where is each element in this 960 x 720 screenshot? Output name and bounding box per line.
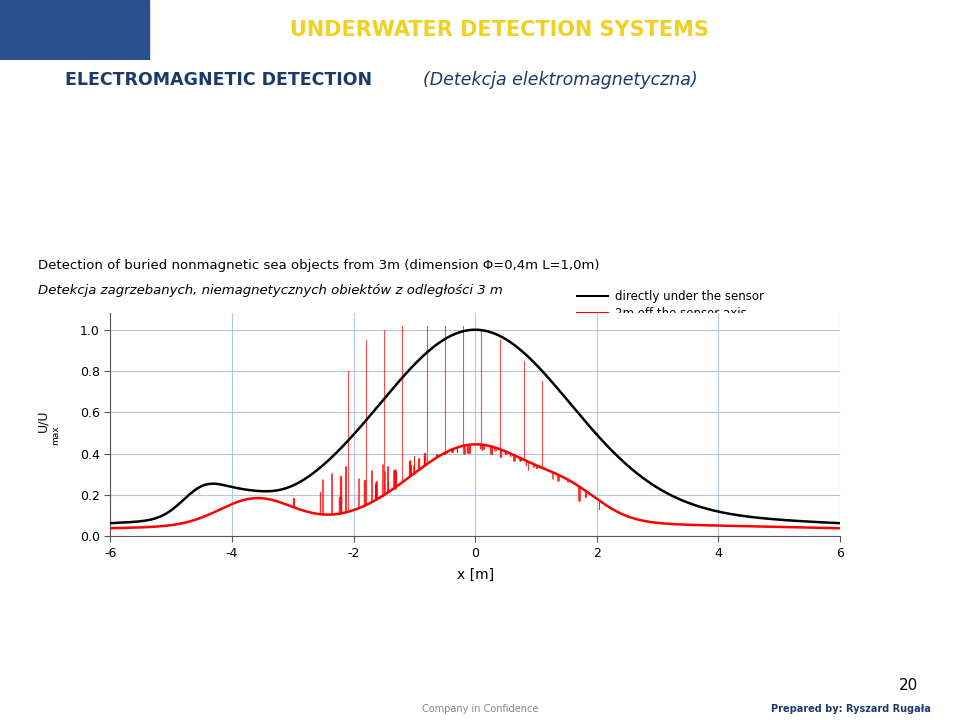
Text: ELECTROMAGNETIC DETECTION: ELECTROMAGNETIC DETECTION bbox=[65, 71, 372, 89]
Text: Company in Confidence: Company in Confidence bbox=[421, 704, 539, 714]
Text: Prepared by: Ryszard Rugała: Prepared by: Ryszard Rugała bbox=[771, 704, 931, 714]
Text: UNDERWATER DETECTION SYSTEMS: UNDERWATER DETECTION SYSTEMS bbox=[290, 20, 708, 40]
Text: www.ctm.gdynia.pl: www.ctm.gdynia.pl bbox=[846, 25, 946, 35]
Text: max: max bbox=[51, 426, 60, 446]
X-axis label: x [m]: x [m] bbox=[457, 568, 493, 582]
Bar bbox=[0, 0, 149, 60]
Text: 2m off the sensor axis: 2m off the sensor axis bbox=[615, 307, 747, 320]
Text: (Detekcja elektromagnetyczna): (Detekcja elektromagnetyczna) bbox=[422, 71, 697, 89]
Text: 20: 20 bbox=[899, 678, 918, 693]
Text: directly under the sensor: directly under the sensor bbox=[615, 289, 764, 302]
Text: U/U: U/U bbox=[36, 410, 50, 433]
Text: Detekcja zagrzebanych, niemagnetycznych obiektów z odległości 3 m: Detekcja zagrzebanych, niemagnetycznych … bbox=[38, 284, 503, 297]
Text: Detection of buried nonmagnetic sea objects from 3m (dimension Φ=0,4m L=1,0m): Detection of buried nonmagnetic sea obje… bbox=[38, 258, 600, 271]
